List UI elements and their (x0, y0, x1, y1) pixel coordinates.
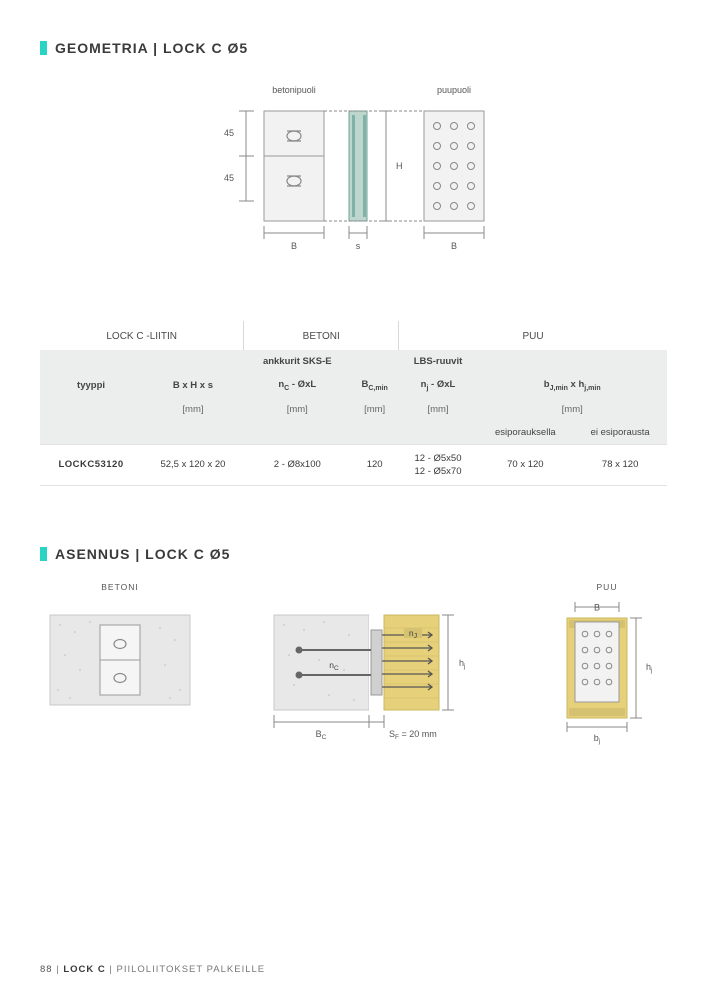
dim-s: s (355, 241, 360, 251)
section-marker-icon (40, 41, 47, 55)
footer-rest: PIILOLIITOKSET PALKEILLE (117, 964, 266, 975)
unit-bxhxs: [mm] (142, 398, 244, 421)
asm-label-betoni: BETONI (101, 582, 139, 592)
grp-puu: PUU (399, 321, 667, 350)
hdr-esipor: esiporauksella (477, 421, 573, 445)
page-footer: 88 | LOCK C | PIILOLIITOKSET PALKEILLE (40, 964, 265, 975)
section-title-geometria: GEOMETRIA | LOCK C Ø5 (55, 40, 248, 56)
label-bj: bj (594, 733, 600, 745)
section-header-geometria: GEOMETRIA | LOCK C Ø5 (40, 40, 667, 56)
label-betonipuoli: betonipuoli (272, 85, 316, 95)
hdr-nj: nj - ØxL (399, 373, 478, 398)
cell-code: LOCKC53120 (40, 444, 142, 485)
label-Bc: BC (315, 729, 326, 741)
unit-nc: [mm] (244, 398, 351, 421)
dim-B1: B (290, 241, 296, 251)
unit-nj: [mm] (399, 398, 478, 421)
label-hj2: hj (646, 662, 652, 674)
geometry-diagram: betonipuoli puupuoli 45 45 B (184, 81, 524, 271)
cell-nc: 2 - Ø8x100 (244, 444, 351, 485)
table-subheader-3: esiporauksella ei esiporausta (40, 421, 667, 445)
asm-betoni-diagram (40, 600, 200, 720)
cell-esipor: 70 x 120 (477, 444, 573, 485)
label-hj: hj (459, 658, 465, 670)
hdr-ankkurit: ankkurit SKS-E (244, 350, 351, 373)
dim-H: H (396, 161, 403, 171)
hdr-nc: nC - ØxL (244, 373, 351, 398)
asm-label-puu: PUU (597, 582, 618, 592)
section-marker-icon (40, 547, 47, 561)
asm-col-section: nJ nC hj BC SF = 20 mm (264, 582, 484, 750)
table-subheader-1: ankkurit SKS-E LBS-ruuvit (40, 350, 667, 373)
label-puupuoli: puupuoli (436, 85, 470, 95)
hdr-bcmin: BC,min (351, 373, 399, 398)
asm-label-section (372, 582, 375, 592)
dim-B2: B (450, 241, 456, 251)
asm-section-diagram: nJ nC hj BC SF = 20 mm (264, 600, 484, 750)
hdr-tyyppi: tyyppi (40, 373, 142, 398)
hdr-bjhj: bJ,min x hj,min (477, 373, 667, 398)
unit-bjhj: [mm] (477, 398, 667, 421)
label-sf: SF = 20 mm (389, 729, 437, 741)
unit-bcmin: [mm] (351, 398, 399, 421)
table-row: LOCKC53120 52,5 x 120 x 20 2 - Ø8x100 12… (40, 444, 667, 485)
geometry-diagram-wrap: betonipuoli puupuoli 45 45 B (40, 81, 667, 271)
hdr-bxhxs: B x H x s (142, 373, 244, 398)
cell-nj: 12 - Ø5x50 12 - Ø5x70 (399, 444, 478, 485)
grp-lockc: LOCK C -LIITIN (40, 321, 244, 350)
dim-45a: 45 (223, 128, 233, 138)
table-unit-row: [mm] [mm] [mm] [mm] [mm] (40, 398, 667, 421)
footer-page: 88 (40, 964, 53, 975)
cell-bcmin: 120 (351, 444, 399, 485)
table-subheader-2: tyyppi B x H x s nC - ØxL BC,min nj - Øx… (40, 373, 667, 398)
footer-bold: LOCK C (63, 964, 105, 975)
spec-table: LOCK C -LIITIN BETONI PUU ankkurit SKS-E… (40, 321, 667, 486)
assembly-row: BETONI (40, 582, 667, 750)
cell-bxhxs: 52,5 x 120 x 20 (142, 444, 244, 485)
asm-col-puu: PUU B hj (547, 582, 667, 750)
section-title-asennus: ASENNUS | LOCK C Ø5 (55, 546, 230, 562)
label-B: B (594, 602, 600, 612)
asm-col-betoni: BETONI (40, 582, 200, 720)
cell-eiesipor: 78 x 120 (573, 444, 667, 485)
grp-betoni: BETONI (244, 321, 399, 350)
hdr-lbs: LBS-ruuvit (399, 350, 478, 373)
asm-puu-diagram: B hj bj (547, 600, 667, 750)
dim-45b: 45 (223, 173, 233, 183)
table-group-header: LOCK C -LIITIN BETONI PUU (40, 321, 667, 350)
section-header-asennus: ASENNUS | LOCK C Ø5 (40, 546, 667, 562)
hdr-eiesipor: ei esiporausta (573, 421, 667, 445)
